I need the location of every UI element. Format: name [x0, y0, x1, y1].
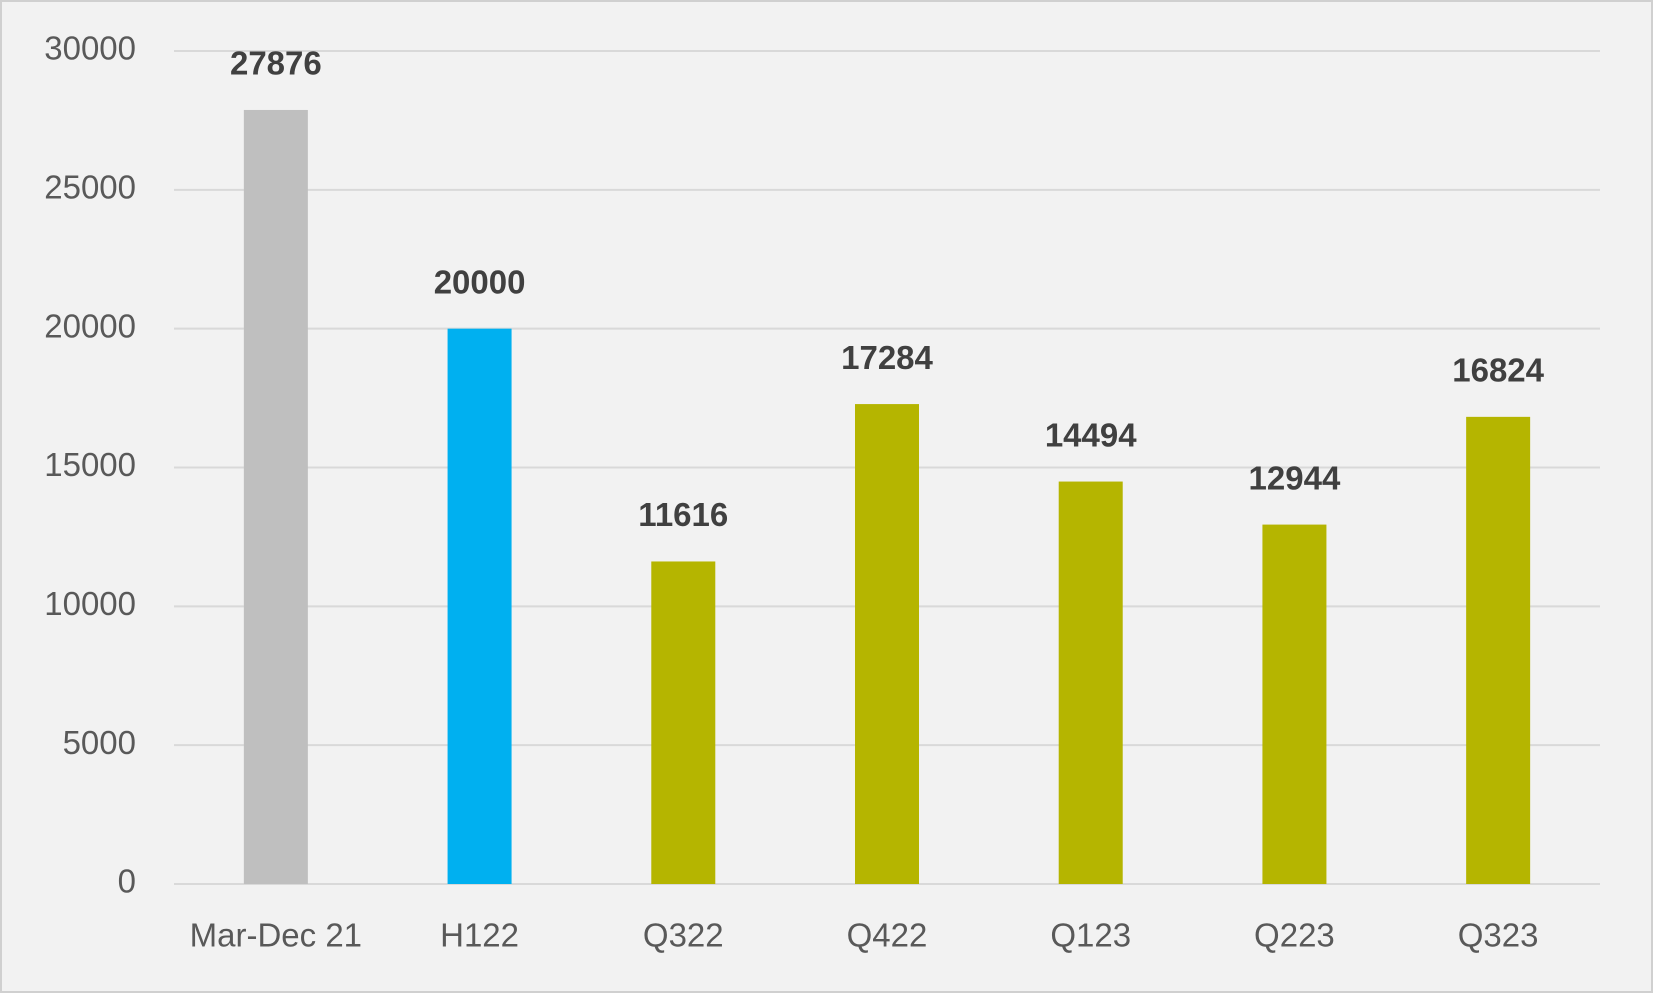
y-tick-label: 0 [118, 863, 136, 900]
data-label: 17284 [841, 339, 933, 376]
data-label: 27876 [230, 45, 322, 82]
y-tick-label: 25000 [44, 169, 136, 206]
x-tick-label: Mar-Dec 21 [190, 917, 362, 954]
y-tick-label: 20000 [44, 307, 136, 344]
bar [855, 404, 919, 884]
y-tick-label: 5000 [63, 724, 136, 761]
data-label: 20000 [434, 263, 526, 300]
x-tick-label: H122 [440, 917, 519, 954]
data-label: 12944 [1249, 459, 1341, 496]
bar [243, 109, 308, 885]
bar [1058, 481, 1123, 884]
data-label: 11616 [638, 496, 728, 533]
y-tick-label: 30000 [44, 30, 136, 67]
y-tick-label: 10000 [44, 585, 136, 622]
data-label: 14494 [1045, 416, 1137, 453]
bar [1466, 416, 1531, 884]
bar [1262, 524, 1327, 884]
x-tick-label: Q223 [1254, 917, 1335, 954]
data-label: 16824 [1452, 352, 1544, 389]
x-tick-label: Q123 [1050, 917, 1131, 954]
x-tick-label: Q422 [847, 917, 928, 954]
bar [651, 561, 716, 884]
bar [447, 328, 512, 885]
x-tick-label: Q322 [643, 917, 724, 954]
x-tick-label: Q323 [1458, 917, 1539, 954]
y-tick-label: 15000 [44, 446, 136, 483]
